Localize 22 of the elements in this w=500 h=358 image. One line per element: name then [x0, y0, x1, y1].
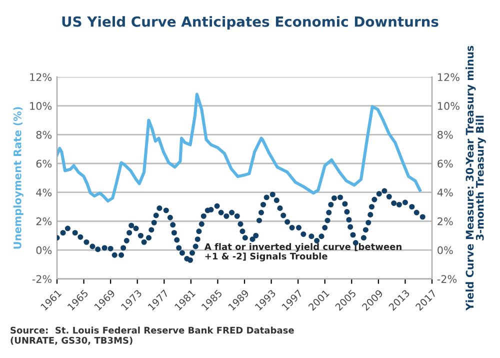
y-tick-label: 4%: [36, 188, 52, 196]
y-tick-label: 6%: [36, 160, 52, 168]
y2-tick-label: 4%: [437, 188, 453, 196]
y2-tick-label: 12%: [438, 73, 460, 82]
y-tick-label: 10%: [30, 102, 52, 110]
y2-tick-label: 8%: [438, 130, 453, 139]
line-series: [57, 92, 422, 203]
y2-tick-label: 6%: [438, 160, 453, 168]
y2-tick-label: -2%: [437, 275, 457, 283]
y-tick-label: 12%: [30, 73, 52, 82]
y-tick-label: 2%: [36, 217, 52, 226]
y2-tick-label: 2%: [438, 217, 453, 226]
y2-axis-title: Yield Curve Measure: 30-Year Treasury minus 3-month Treasury Bill: [466, 46, 486, 311]
y-axis-title: Unemployment Rate (%): [13, 107, 24, 249]
annotation: A flat or inverted yield curve [between +1 & -2] Signals Trouble: [204, 243, 402, 262]
y-tick-label: 8%: [36, 130, 52, 139]
y-tick-label: -2%: [32, 275, 52, 283]
source-note: Source: St. Louis Federal Reserve Bank FRED Database (UNRATE, GS30, TB3MS): [10, 326, 294, 345]
y-tick-label: 0%: [36, 246, 52, 254]
y2-tick-label: 0%: [438, 246, 453, 254]
chart-title: US Yield Curve Anticipates Economic Downturns: [62, 16, 438, 30]
y2-tick-label: 10%: [438, 102, 460, 110]
